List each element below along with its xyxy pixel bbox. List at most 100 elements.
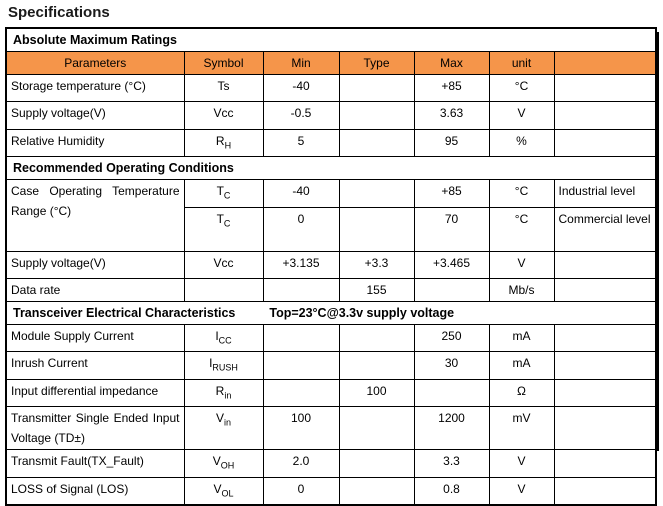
- header-symbol: Symbol: [183, 51, 264, 75]
- type-cell: [338, 323, 415, 353]
- type-cell: 100: [338, 378, 415, 408]
- unit-cell: mV: [488, 406, 555, 451]
- max-cell: 0.8: [413, 476, 490, 506]
- row-inrush-current: Inrush Current IRUSH 30 mA: [5, 351, 657, 380]
- section-title: Absolute Maximum Ratings: [5, 27, 657, 52]
- symbol-cell: Ts: [183, 73, 264, 103]
- type-cell: [338, 128, 415, 158]
- parameter-cell: Data rate: [5, 277, 185, 302]
- symbol-cell: ICC: [183, 323, 264, 353]
- header-min: Min: [262, 51, 340, 75]
- parameter-cell: Case Operating Temperature Range (°C): [5, 179, 185, 252]
- header-note: [553, 51, 657, 75]
- unit-cell: V: [488, 449, 555, 478]
- symbol-subscript: H: [224, 140, 232, 151]
- max-cell: 1200: [413, 406, 490, 451]
- symbol-subscript: RUSH: [212, 362, 238, 373]
- min-cell: 0: [262, 476, 340, 506]
- unit-cell: %: [488, 128, 555, 158]
- max-cell: 3.3: [413, 449, 490, 478]
- symbol-text: R: [215, 383, 225, 398]
- type-cell: [338, 449, 415, 478]
- page-right-border: [657, 32, 659, 451]
- min-cell: -40: [262, 179, 340, 208]
- min-cell: -0.5: [262, 101, 340, 130]
- symbol-cell: VOL: [183, 476, 264, 506]
- symbol-cell: RH: [183, 128, 264, 158]
- min-cell: 0: [262, 206, 340, 252]
- unit-cell: V: [488, 250, 555, 279]
- header-max: Max: [413, 51, 490, 75]
- parameter-cell: Supply voltage(V): [5, 101, 185, 130]
- note-cell: Commercial level: [553, 206, 657, 252]
- unit-cell: °C: [488, 73, 555, 103]
- type-cell: [338, 101, 415, 130]
- row-relative-humidity: Relative Humidity RH 5 95 %: [5, 128, 657, 158]
- max-cell: +85: [413, 179, 490, 208]
- section-title: Recommended Operating Conditions: [5, 156, 657, 181]
- note-cell: [553, 250, 657, 279]
- symbol-cell: IRUSH: [183, 351, 264, 380]
- symbol-text: T: [216, 211, 224, 226]
- symbol-subscript: C: [223, 217, 231, 228]
- unit-cell: V: [488, 101, 555, 130]
- section-title: Transceiver Electrical Characteristics To…: [5, 300, 657, 325]
- unit-cell: °C: [488, 179, 555, 208]
- note-cell: [553, 449, 657, 478]
- symbol-text: V: [212, 454, 221, 469]
- symbol-subscript: in: [224, 417, 232, 428]
- type-cell: +3.3: [338, 250, 415, 279]
- row-input-differential-impedance: Input differential impedance Rin 100 Ω: [5, 378, 657, 408]
- section-title-text: Transceiver Electrical Characteristics: [13, 305, 236, 320]
- row-transmit-fault: Transmit Fault(TX_Fault) VOH 2.0 3.3 V: [5, 449, 657, 478]
- type-cell: [338, 351, 415, 380]
- max-cell: 30: [413, 351, 490, 380]
- row-case-temperature-industrial: Case Operating Temperature Range (°C) TC…: [5, 179, 657, 252]
- symbol-cell: TC: [183, 206, 264, 252]
- unit-cell: °C: [488, 206, 555, 252]
- min-cell: [262, 378, 340, 408]
- max-cell: 3.63: [413, 101, 490, 130]
- symbol-text: I: [215, 328, 219, 343]
- max-cell: 250: [413, 323, 490, 353]
- row-case-temperature-commercial: TC 0 70 °C Commercial level: [6, 206, 657, 252]
- min-cell: -40: [262, 73, 340, 103]
- symbol-text: R: [215, 133, 225, 148]
- type-cell: 155: [338, 277, 415, 302]
- note-cell: [553, 323, 657, 353]
- row-supply-voltage-abs: Supply voltage(V) Vcc -0.5 3.63 V: [5, 101, 657, 130]
- header-type: Type: [338, 51, 415, 75]
- type-cell: [338, 476, 415, 506]
- symbol-cell: Rin: [183, 378, 264, 408]
- symbol-text: Vcc: [213, 106, 234, 121]
- parameter-cell: Relative Humidity: [5, 128, 185, 158]
- symbol-text: I: [209, 356, 213, 371]
- min-cell: +3.135: [262, 250, 340, 279]
- row-storage-temperature: Storage temperature (°C) Ts -40 +85 °C: [5, 73, 657, 103]
- parameter-cell: Storage temperature (°C): [5, 73, 185, 103]
- min-cell: [262, 323, 340, 353]
- parameter-cell: Module Supply Current: [5, 323, 185, 353]
- max-cell: [413, 277, 490, 302]
- parameter-cell: LOSS of Signal (LOS): [5, 476, 185, 506]
- max-cell: 70: [413, 206, 490, 252]
- symbol-subscript: OL: [221, 487, 234, 498]
- min-cell: [262, 351, 340, 380]
- symbol-cell: [183, 277, 264, 302]
- specifications-table: Absolute Maximum Ratings Parameters Symb…: [5, 27, 658, 506]
- type-cell: [338, 206, 415, 252]
- note-cell: [553, 351, 657, 380]
- symbol-text: V: [215, 411, 224, 426]
- max-cell: 95: [413, 128, 490, 158]
- unit-cell: mA: [488, 323, 555, 353]
- symbol-cell: Vcc: [183, 101, 264, 130]
- parameter-cell: Inrush Current: [5, 351, 185, 380]
- section-condition-text: Top=23°C@3.3v supply voltage: [269, 305, 455, 320]
- type-cell: [338, 179, 415, 208]
- symbol-text: T: [216, 184, 224, 199]
- symbol-cell: TC: [183, 179, 264, 208]
- type-cell: [338, 406, 415, 451]
- note-cell: [553, 101, 657, 130]
- symbol-subscript: CC: [218, 335, 232, 346]
- header-unit: unit: [488, 51, 555, 75]
